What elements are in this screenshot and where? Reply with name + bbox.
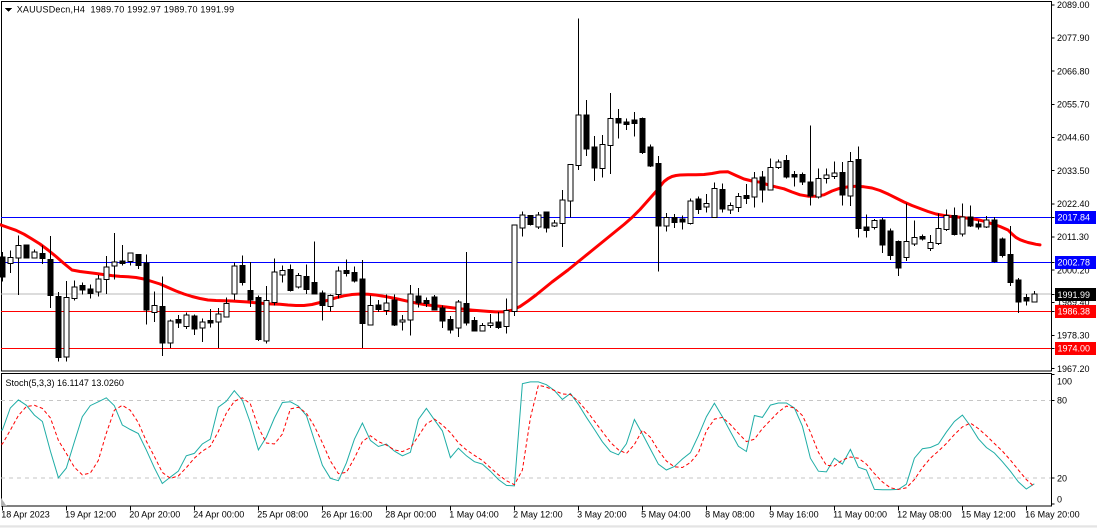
svg-text:2044.60: 2044.60 (1057, 133, 1090, 143)
svg-text:100: 100 (1057, 377, 1072, 387)
svg-text:2017.84: 2017.84 (1058, 213, 1091, 223)
svg-text:2077.90: 2077.90 (1057, 33, 1090, 43)
svg-text:80: 80 (1057, 396, 1067, 406)
svg-text:2000.20: 2000.20 (1057, 265, 1090, 275)
svg-text:3 May 20:00: 3 May 20:00 (577, 510, 627, 520)
svg-text:8 May 08:00: 8 May 08:00 (705, 510, 755, 520)
svg-text:0: 0 (1057, 494, 1062, 504)
svg-text:2055.70: 2055.70 (1057, 100, 1090, 110)
svg-text:9 May 16:00: 9 May 16:00 (769, 510, 819, 520)
svg-text:24 Apr 00:00: 24 Apr 00:00 (193, 510, 244, 520)
svg-text:2011.30: 2011.30 (1057, 232, 1089, 242)
svg-text:1991.99: 1991.99 (1058, 290, 1091, 300)
svg-text:20 Apr 20:00: 20 Apr 20:00 (129, 510, 180, 520)
svg-text:2066.80: 2066.80 (1057, 66, 1090, 76)
svg-text:2089.00: 2089.00 (1057, 0, 1090, 10)
svg-text:26 Apr 16:00: 26 Apr 16:00 (321, 510, 372, 520)
svg-text:1974.00: 1974.00 (1058, 344, 1091, 354)
svg-text:2 May 12:00: 2 May 12:00 (513, 510, 563, 520)
svg-text:12 May 08:00: 12 May 08:00 (897, 510, 952, 520)
svg-text:1989.40: 1989.40 (1057, 298, 1090, 308)
svg-text:1967.20: 1967.20 (1057, 364, 1090, 374)
svg-text:1986.38: 1986.38 (1058, 307, 1091, 317)
svg-text:16 May 20:00: 16 May 20:00 (1025, 510, 1080, 520)
svg-text:2022.40: 2022.40 (1057, 199, 1090, 209)
svg-text:2002.78: 2002.78 (1058, 258, 1091, 268)
svg-text:28 Apr 00:00: 28 Apr 00:00 (385, 510, 436, 520)
svg-text:5 May 04:00: 5 May 04:00 (641, 510, 691, 520)
svg-text:1 May 04:00: 1 May 04:00 (449, 510, 499, 520)
svg-text:XAUUSDecn,H4 1989.70 1992.97: XAUUSDecn,H4 1989.70 1992.97 1989.70 199… (17, 5, 235, 15)
svg-text:2033.50: 2033.50 (1057, 166, 1090, 176)
svg-text:20: 20 (1057, 473, 1067, 483)
svg-text:18 Apr 2023: 18 Apr 2023 (1, 510, 50, 520)
svg-text:1978.30: 1978.30 (1057, 331, 1090, 341)
svg-text:19 Apr 12:00: 19 Apr 12:00 (65, 510, 116, 520)
svg-text:25 Apr 08:00: 25 Apr 08:00 (257, 510, 308, 520)
svg-text:11 May 00:00: 11 May 00:00 (833, 510, 887, 520)
svg-text:15 May 12:00: 15 May 12:00 (961, 510, 1016, 520)
svg-text:Stoch(5,3,3) 16.1147 13.0260: Stoch(5,3,3) 16.1147 13.0260 (6, 378, 124, 388)
